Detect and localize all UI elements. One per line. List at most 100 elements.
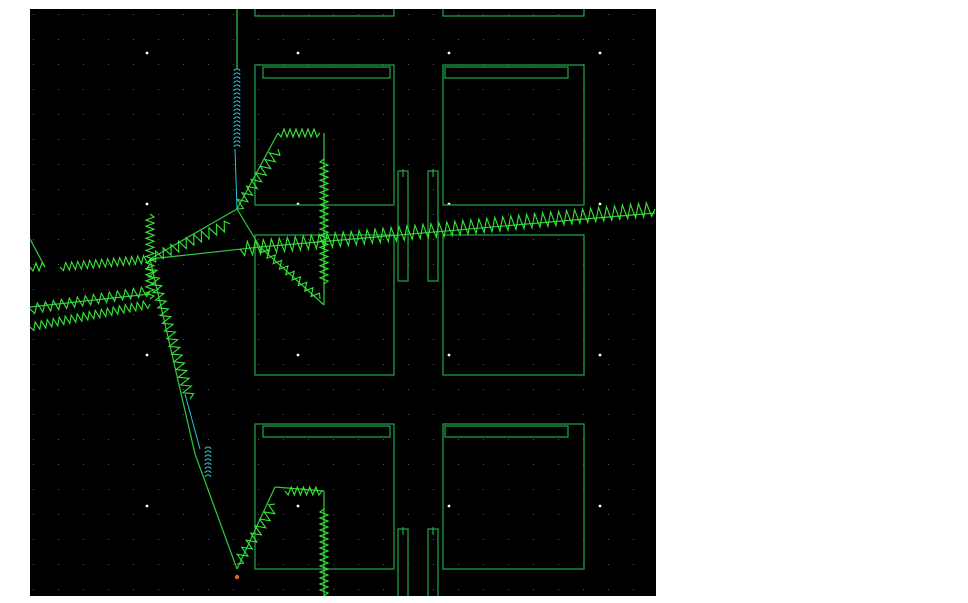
grid-dot — [258, 89, 259, 90]
grid-dot — [608, 514, 609, 515]
grid-dot — [133, 114, 134, 115]
grid-dot — [433, 564, 434, 565]
grid-dot — [58, 289, 59, 290]
grid-dot — [58, 389, 59, 390]
grid-dot — [158, 139, 159, 140]
grid-dot — [183, 364, 184, 365]
grid-dot — [608, 189, 609, 190]
grid-dot — [183, 64, 184, 65]
grid-dot — [408, 489, 409, 490]
grid-major-dot — [296, 51, 300, 55]
grid-dot — [633, 464, 634, 465]
grid-dot — [308, 39, 309, 40]
grid-dot — [33, 264, 34, 265]
spring — [259, 246, 321, 300]
grid-dot — [508, 189, 509, 190]
spring — [277, 127, 321, 139]
grid-dot — [608, 564, 609, 565]
grid-dot — [158, 464, 159, 465]
grid-dot — [633, 489, 634, 490]
grid-dot — [383, 439, 384, 440]
grid-dot — [458, 189, 459, 190]
grid-dot — [383, 264, 384, 265]
grid-dot — [508, 489, 509, 490]
grid-dot — [158, 339, 159, 340]
grid-major-dot — [598, 353, 602, 357]
grid-dot — [533, 239, 534, 240]
grid-dot — [133, 214, 134, 215]
grid-dot — [358, 339, 359, 340]
grid-dot — [458, 289, 459, 290]
wire — [194, 453, 238, 570]
plate-frame — [442, 64, 585, 206]
grid-dot — [108, 139, 109, 140]
grid-dot — [558, 464, 559, 465]
grid-dot — [258, 214, 259, 215]
grid-dot — [533, 564, 534, 565]
grid-dot — [208, 514, 209, 515]
junction-node — [234, 574, 240, 580]
grid-dot — [133, 414, 134, 415]
grid-dot — [158, 239, 159, 240]
grid-dot — [608, 339, 609, 340]
grid-dot — [233, 114, 234, 115]
grid-dot — [408, 414, 409, 415]
grid-dot — [33, 289, 34, 290]
grid-dot — [483, 289, 484, 290]
grid-dot — [133, 564, 134, 565]
grid-dot — [233, 339, 234, 340]
grid-dot — [558, 364, 559, 365]
grid-dot — [308, 539, 309, 540]
grid-dot — [358, 264, 359, 265]
grid-dot — [183, 114, 184, 115]
grid-dot — [583, 589, 584, 590]
grid-dot — [558, 589, 559, 590]
schematic-drawing[interactable] — [30, 9, 656, 596]
grid-dot — [208, 439, 209, 440]
grid-dot — [483, 564, 484, 565]
spring — [318, 158, 330, 285]
grid-dot — [83, 39, 84, 40]
grid-dot — [258, 189, 259, 190]
grid-dot — [408, 364, 409, 365]
grid-dot — [508, 314, 509, 315]
grid-dot — [358, 114, 359, 115]
grid-dot — [383, 539, 384, 540]
grid-dot — [383, 339, 384, 340]
grid-dot — [258, 589, 259, 590]
grid-dot — [333, 314, 334, 315]
grid-dot — [33, 589, 34, 590]
grid-dot — [458, 114, 459, 115]
grid-dot — [183, 589, 184, 590]
grid-dot — [33, 239, 34, 240]
grid-dot — [33, 389, 34, 390]
grid-dot — [458, 414, 459, 415]
grid-dot — [33, 514, 34, 515]
grid-dot — [558, 539, 559, 540]
grid-dot — [158, 364, 159, 365]
grid-dot — [308, 89, 309, 90]
grid-dot — [533, 39, 534, 40]
grid-dot — [558, 89, 559, 90]
grid-major-dot — [145, 51, 149, 55]
coil — [233, 68, 241, 148]
grid-dot — [458, 14, 459, 15]
grid-dot — [208, 314, 209, 315]
grid-major-dot — [296, 504, 300, 508]
grid-dot — [258, 139, 259, 140]
grid-dot — [183, 539, 184, 540]
schematic-canvas[interactable] — [30, 9, 656, 596]
wire — [274, 486, 325, 492]
grid-dot — [83, 189, 84, 190]
grid-dot — [633, 89, 634, 90]
grid-dot — [508, 439, 509, 440]
grid-dot — [83, 89, 84, 90]
grid-dot — [333, 289, 334, 290]
grid-dot — [383, 189, 384, 190]
grid-dot — [308, 214, 309, 215]
grid-dot — [83, 64, 84, 65]
grid-dot — [408, 439, 409, 440]
grid-dot — [83, 14, 84, 15]
grid-dot — [558, 489, 559, 490]
grid-dot — [358, 514, 359, 515]
